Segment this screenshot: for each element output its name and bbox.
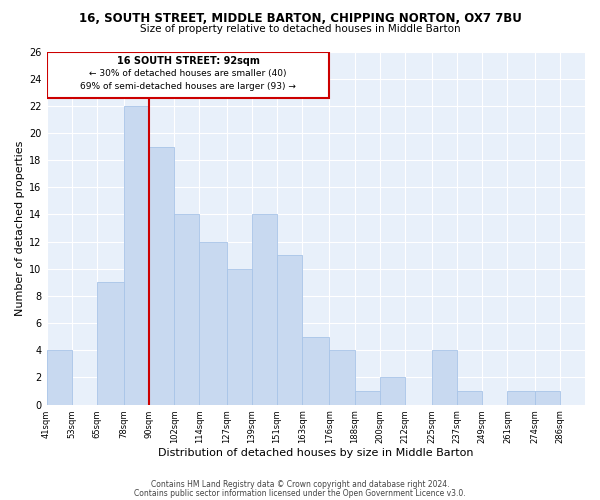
Bar xyxy=(149,146,175,404)
Bar xyxy=(227,269,252,404)
Bar xyxy=(277,255,302,404)
Bar xyxy=(124,106,149,405)
Bar xyxy=(175,214,199,404)
Text: Size of property relative to detached houses in Middle Barton: Size of property relative to detached ho… xyxy=(140,24,460,34)
Text: 16 SOUTH STREET: 92sqm: 16 SOUTH STREET: 92sqm xyxy=(116,56,259,66)
Bar xyxy=(535,391,560,404)
Bar xyxy=(355,391,380,404)
Bar xyxy=(47,350,71,405)
Bar xyxy=(432,350,457,405)
Bar xyxy=(199,242,227,404)
Text: 69% of semi-detached houses are larger (93) →: 69% of semi-detached houses are larger (… xyxy=(80,82,296,91)
Bar xyxy=(329,350,355,405)
FancyBboxPatch shape xyxy=(47,52,329,98)
Text: Contains HM Land Registry data © Crown copyright and database right 2024.: Contains HM Land Registry data © Crown c… xyxy=(151,480,449,489)
Bar xyxy=(97,282,124,405)
X-axis label: Distribution of detached houses by size in Middle Barton: Distribution of detached houses by size … xyxy=(158,448,473,458)
Text: Contains public sector information licensed under the Open Government Licence v3: Contains public sector information licen… xyxy=(134,488,466,498)
Text: ← 30% of detached houses are smaller (40): ← 30% of detached houses are smaller (40… xyxy=(89,68,287,78)
Bar xyxy=(252,214,277,404)
Bar xyxy=(508,391,535,404)
Bar xyxy=(457,391,482,404)
Bar xyxy=(302,336,329,404)
Text: 16, SOUTH STREET, MIDDLE BARTON, CHIPPING NORTON, OX7 7BU: 16, SOUTH STREET, MIDDLE BARTON, CHIPPIN… xyxy=(79,12,521,26)
Y-axis label: Number of detached properties: Number of detached properties xyxy=(15,140,25,316)
Bar xyxy=(380,378,405,404)
